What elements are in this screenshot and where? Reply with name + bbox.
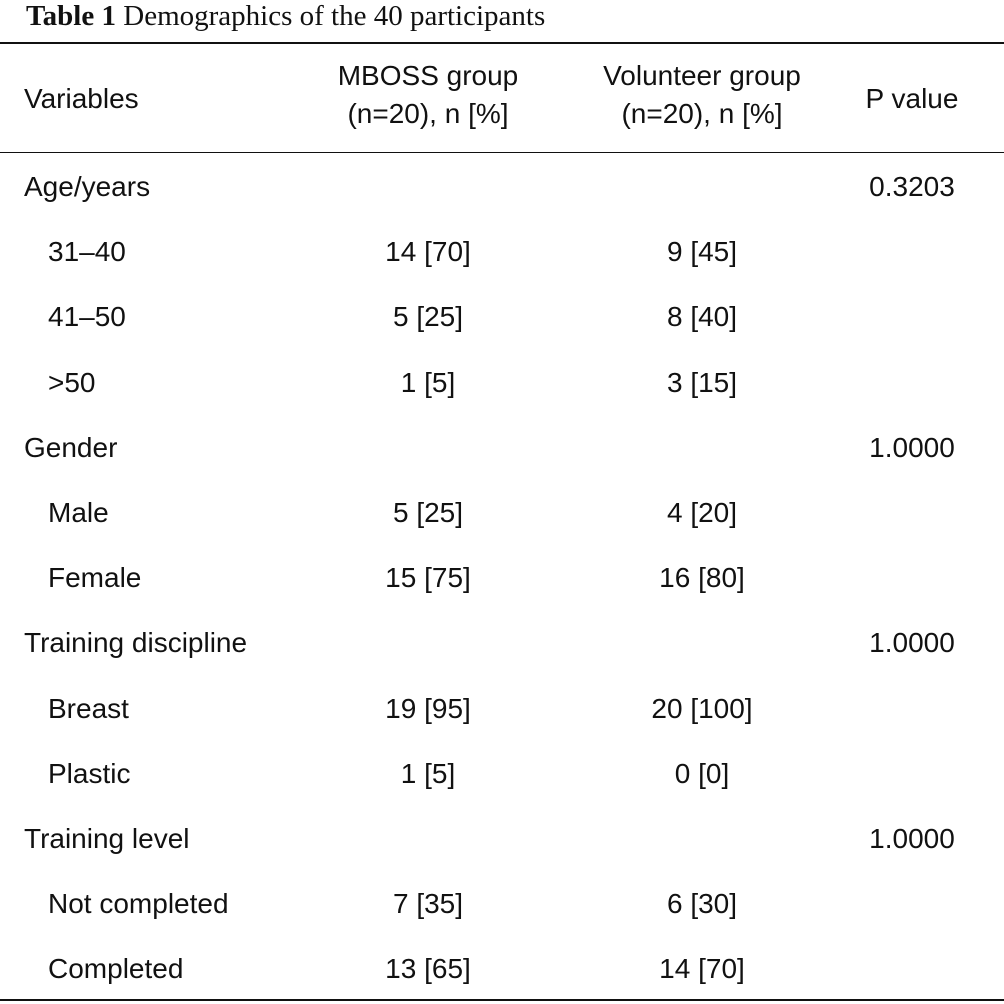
table-caption: Table 1 Demographics of the 40 participa… bbox=[26, 0, 545, 32]
cell-mboss: 7 [35] bbox=[392, 888, 464, 919]
row-sublabel: Completed bbox=[48, 953, 184, 984]
cell-p-value bbox=[840, 495, 984, 531]
cell-mboss bbox=[318, 821, 538, 857]
cell-p-value: 1.0000 bbox=[869, 823, 955, 854]
row-sublabel: Male bbox=[48, 497, 109, 528]
cell-mboss: 1 [5] bbox=[400, 758, 456, 789]
cell-p-value: 1.0000 bbox=[869, 627, 955, 658]
header-variables: Variables bbox=[24, 83, 139, 114]
row-group-label: Training discipline bbox=[24, 627, 248, 658]
cell-volunteer: 14 [70] bbox=[659, 953, 745, 984]
row-sublabel: Female bbox=[48, 562, 142, 593]
row-sublabel: 31–40 bbox=[48, 236, 126, 267]
cell-p-value bbox=[840, 234, 984, 270]
cell-volunteer: 8 [40] bbox=[666, 301, 738, 332]
row-sublabel: 41–50 bbox=[48, 301, 126, 332]
table-caption-text: Demographics of the 40 participants bbox=[123, 0, 546, 32]
header-mboss-line1: MBOSS group bbox=[337, 60, 519, 91]
cell-volunteer bbox=[590, 821, 814, 857]
cell-mboss: 1 [5] bbox=[400, 367, 456, 398]
row-sublabel: >50 bbox=[48, 367, 96, 398]
table-bottom-rule bbox=[0, 999, 1004, 1001]
header-mboss-line2: (n=20), n [%] bbox=[347, 98, 509, 129]
row-group-label: Age/years bbox=[24, 171, 151, 202]
cell-p-value bbox=[840, 951, 984, 987]
row-group-label: Gender bbox=[24, 432, 118, 463]
cell-mboss bbox=[318, 625, 538, 661]
row-sublabel: Breast bbox=[48, 693, 129, 724]
header-p-value: P value bbox=[865, 83, 959, 114]
table-header-rule bbox=[0, 152, 1004, 153]
cell-mboss bbox=[318, 430, 538, 466]
cell-p-value: 0.3203 bbox=[869, 171, 955, 202]
table-top-rule bbox=[0, 42, 1004, 44]
cell-mboss bbox=[318, 169, 538, 205]
cell-volunteer: 4 [20] bbox=[666, 497, 738, 528]
cell-mboss: 19 [95] bbox=[385, 693, 471, 724]
header-volunteer-line1: Volunteer group bbox=[603, 60, 801, 91]
cell-p-value: 1.0000 bbox=[869, 432, 955, 463]
row-sublabel: Plastic bbox=[48, 758, 131, 789]
cell-mboss: 13 [65] bbox=[385, 953, 471, 984]
row-group-label: Training level bbox=[24, 823, 190, 854]
cell-mboss: 5 [25] bbox=[392, 497, 464, 528]
cell-p-value bbox=[840, 299, 984, 335]
header-volunteer-group: Volunteer group (n=20), n [%] bbox=[572, 57, 832, 133]
cell-mboss: 14 [70] bbox=[385, 236, 471, 267]
cell-volunteer: 9 [45] bbox=[666, 236, 738, 267]
cell-volunteer: 3 [15] bbox=[666, 367, 738, 398]
header-volunteer-line2: (n=20), n [%] bbox=[621, 98, 783, 129]
cell-volunteer: 6 [30] bbox=[666, 888, 738, 919]
cell-volunteer bbox=[590, 430, 814, 466]
cell-p-value bbox=[840, 886, 984, 922]
cell-p-value bbox=[840, 691, 984, 727]
row-sublabel: Not completed bbox=[48, 888, 229, 919]
cell-p-value bbox=[840, 365, 984, 401]
cell-volunteer: 0 [0] bbox=[674, 758, 730, 789]
cell-volunteer: 20 [100] bbox=[651, 693, 753, 724]
cell-mboss: 5 [25] bbox=[392, 301, 464, 332]
header-mboss-group: MBOSS group (n=20), n [%] bbox=[308, 57, 548, 133]
cell-p-value bbox=[840, 560, 984, 596]
cell-volunteer: 16 [80] bbox=[659, 562, 745, 593]
cell-volunteer bbox=[590, 169, 814, 205]
cell-mboss: 15 [75] bbox=[385, 562, 471, 593]
cell-p-value bbox=[840, 756, 984, 792]
table-caption-label: Table 1 bbox=[26, 0, 116, 32]
cell-volunteer bbox=[590, 625, 814, 661]
